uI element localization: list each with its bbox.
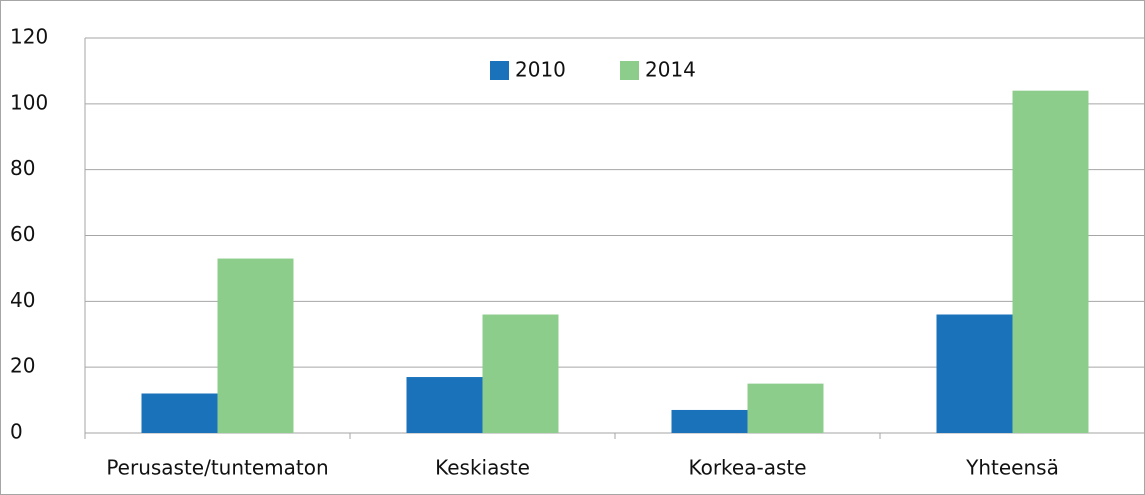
y-tick-label: 120 bbox=[10, 25, 48, 49]
legend-label: 2014 bbox=[645, 58, 696, 82]
y-tick-label: 20 bbox=[10, 354, 35, 378]
bar bbox=[217, 258, 294, 433]
y-tick-label: 0 bbox=[10, 420, 23, 444]
bar bbox=[141, 393, 218, 433]
bar bbox=[671, 409, 748, 433]
legend-swatch bbox=[620, 61, 639, 80]
y-tick-label: 100 bbox=[10, 90, 48, 114]
x-tick-label: Yhteensä bbox=[965, 456, 1059, 480]
x-tick-label: Keskiaste bbox=[435, 456, 530, 480]
bar bbox=[747, 383, 824, 433]
bar bbox=[936, 314, 1013, 433]
y-tick-label: 40 bbox=[10, 288, 35, 312]
bar bbox=[1012, 90, 1089, 434]
x-tick-label: Perusaste/tuntematon bbox=[106, 456, 328, 480]
y-tick-label: 80 bbox=[10, 156, 35, 180]
bar bbox=[406, 377, 483, 433]
y-tick-label: 60 bbox=[10, 222, 35, 246]
legend-label: 2010 bbox=[515, 58, 566, 82]
x-tick-label: Korkea-aste bbox=[688, 456, 806, 480]
bar bbox=[482, 314, 559, 433]
legend-swatch bbox=[490, 61, 509, 80]
